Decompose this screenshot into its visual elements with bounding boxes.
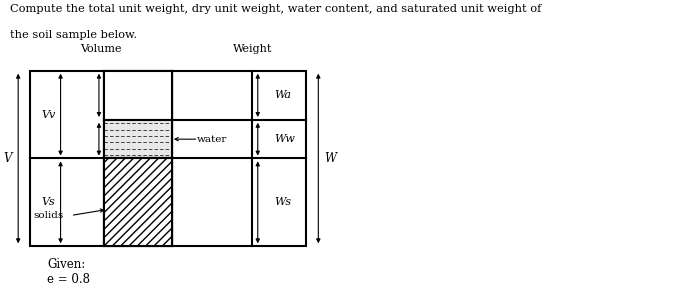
Text: Ww: Ww — [275, 134, 295, 144]
Text: e = 0.8: e = 0.8 — [47, 273, 90, 283]
Text: Ws: Ws — [275, 197, 291, 207]
Text: Air: Air — [129, 90, 147, 100]
Bar — [30, 71, 172, 246]
Text: Vs: Vs — [42, 197, 55, 207]
Text: W: W — [324, 152, 336, 165]
Text: Volume: Volume — [80, 44, 122, 54]
Bar — [104, 71, 172, 120]
Bar — [104, 158, 172, 246]
Bar — [104, 71, 172, 246]
Text: Weight: Weight — [233, 44, 272, 54]
Text: Vv: Vv — [41, 110, 56, 120]
Bar — [172, 71, 306, 246]
Text: Given:: Given: — [47, 258, 85, 271]
Bar — [104, 120, 172, 158]
Text: water: water — [197, 135, 227, 144]
Text: solids: solids — [34, 211, 64, 220]
Text: Va: Va — [108, 91, 120, 100]
Text: the soil sample below.: the soil sample below. — [10, 30, 137, 40]
Text: Wa: Wa — [275, 90, 291, 100]
Text: V: V — [3, 152, 11, 165]
Text: Compute the total unit weight, dry unit weight, water content, and saturated uni: Compute the total unit weight, dry unit … — [10, 4, 542, 14]
Text: Vw: Vw — [106, 135, 122, 144]
